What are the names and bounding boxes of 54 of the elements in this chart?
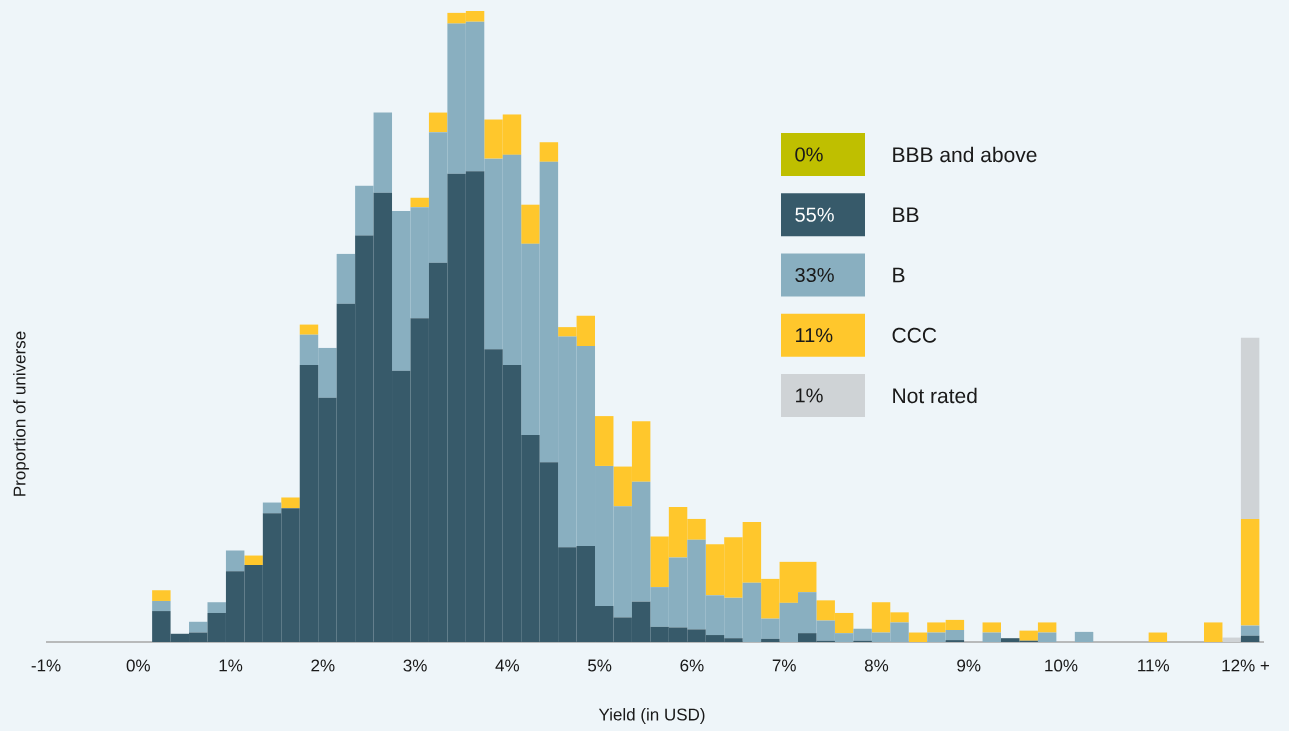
x-tick-label: 3% (403, 659, 427, 672)
annotation: 0% (795, 147, 823, 162)
x-tick-label: 10% (1045, 659, 1078, 672)
x-tick-label: 11% (1138, 659, 1170, 672)
bar (207, 602, 226, 613)
bar (262, 502, 282, 514)
bar (1240, 518, 1260, 626)
annotation: 33% (795, 267, 834, 283)
annotation: 11% (796, 328, 833, 343)
bar (189, 621, 208, 633)
bar (1240, 635, 1260, 642)
bar (225, 550, 245, 572)
legend-label: B (893, 267, 905, 283)
x-tick-label: 9% (957, 659, 981, 672)
bar (299, 324, 319, 335)
x-tick-label: 2% (311, 659, 335, 672)
bar (982, 632, 1002, 642)
bar (1240, 625, 1260, 636)
bar (761, 638, 780, 642)
x-tick-label: -1% (31, 659, 61, 672)
x-tick-label: 7% (772, 659, 796, 672)
annotation: 55% (795, 207, 834, 222)
x-tick-label: 6% (680, 659, 704, 672)
annotation: 1% (796, 388, 823, 403)
bar (595, 416, 614, 466)
bar (244, 555, 263, 565)
x-tick-label: 4% (495, 659, 520, 672)
bar (152, 590, 171, 601)
bar (1240, 337, 1260, 519)
bar (908, 632, 928, 642)
bar (336, 253, 356, 304)
x-tick-label: 8% (864, 659, 889, 672)
bar (1074, 631, 1094, 642)
bar (521, 204, 540, 244)
legend-label: Not rated (893, 387, 977, 404)
bar (1037, 632, 1057, 642)
bar (410, 197, 429, 208)
bar (1204, 622, 1223, 642)
bar (1148, 632, 1168, 642)
bar (152, 600, 171, 612)
bar (428, 112, 448, 133)
bar (982, 622, 1002, 633)
legend-label: BB (893, 207, 919, 222)
legend-label: CCC (892, 327, 937, 343)
x-axis-title: Yield (in USD) (598, 708, 705, 724)
x-tick-label: 12% + (1222, 659, 1270, 672)
x-tick-label: 0% (126, 659, 150, 672)
x-tick-label: 5% (588, 659, 612, 672)
legend-label: BBB and above (893, 146, 1037, 163)
x-tick-label: 1% (219, 659, 243, 672)
y-axis-title: Proportion of universe (13, 331, 29, 496)
bar (1222, 637, 1241, 642)
bar (539, 142, 559, 162)
bar (281, 497, 300, 509)
